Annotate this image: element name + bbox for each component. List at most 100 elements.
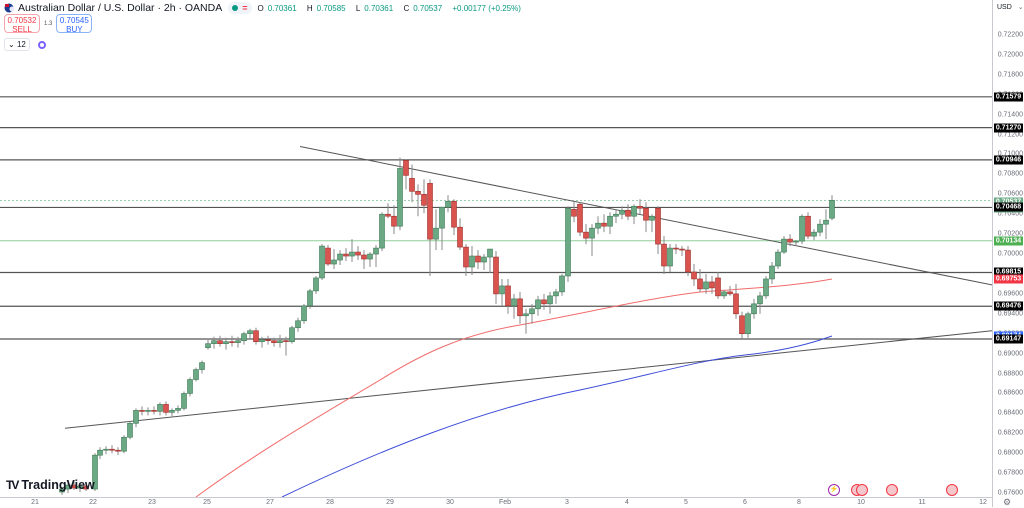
change-value: +0.00177 (+0.25%) [452, 3, 521, 13]
candle-body [109, 448, 115, 451]
candle-body [121, 436, 127, 452]
indicators-bar: ⌄ 12 [4, 38, 46, 51]
candle-body [541, 299, 547, 305]
price-level-tag: 0.69753 [994, 274, 1023, 284]
candle-body [397, 168, 403, 227]
price-tick: 0.69000 [997, 350, 1023, 358]
ohlc-values: O 0.70361 H 0.70585 L 0.70361 C 0.70537 +0.0… [257, 3, 521, 13]
candle-body [457, 226, 463, 248]
price-tick: 0.71800 [997, 71, 1023, 79]
indicators-toggle[interactable]: ⌄ 12 [4, 38, 30, 51]
candle-body [757, 295, 763, 305]
candle-body [625, 209, 631, 217]
price-tick: 0.70400 [997, 210, 1023, 218]
symbol-title[interactable]: Australian Dollar / U.S. Dollar · 2h · O… [18, 2, 223, 14]
candle-body [65, 484, 71, 490]
candle-body [499, 285, 505, 295]
candle-body [781, 238, 787, 253]
candle-body [559, 275, 565, 293]
candle-body [103, 448, 109, 451]
earnings-event-icon[interactable]: ⚡ [828, 484, 840, 496]
price-chart-canvas[interactable] [0, 0, 992, 497]
candle-body [817, 223, 823, 233]
candle-body [613, 213, 619, 217]
gear-icon[interactable]: ⚙ [1003, 497, 1012, 507]
candle-body [283, 340, 289, 342]
currency-selector[interactable]: USD ⌄ [997, 4, 1024, 11]
price-tick: 0.67800 [997, 469, 1023, 477]
candle-body [385, 213, 391, 217]
spread-value: 1.3 [44, 20, 53, 27]
price-tick: 0.68800 [997, 370, 1023, 378]
tradingview-mark-icon: TV [6, 478, 19, 492]
usd-event-icon-2[interactable] [946, 484, 958, 496]
price-tick: 0.68200 [997, 429, 1023, 437]
candle-body [547, 295, 553, 305]
candle-body [667, 247, 673, 267]
price-axis[interactable]: USD⌄ 0.722000.720000.718000.716000.71400… [992, 0, 1024, 507]
time-tick: 3 [565, 499, 569, 506]
candle-body [229, 341, 235, 343]
candle-body [289, 327, 295, 342]
candle-body [439, 206, 445, 229]
candle-body [367, 253, 373, 260]
price-tick: 0.68000 [997, 449, 1023, 457]
candle-body [211, 340, 217, 344]
candle-body [631, 205, 637, 217]
usd-event-icon[interactable] [886, 484, 898, 496]
time-axis[interactable]: 21 22 23 25 27 28 29 30 Feb 3 4 5 6 8 10 11 12 [0, 497, 992, 508]
candle-body [823, 219, 829, 225]
tradingview-logo[interactable]: TV TradingView [6, 478, 95, 492]
candle-body [343, 253, 349, 257]
candle-body [697, 278, 703, 290]
candle-body [445, 200, 451, 208]
ma-fast-line [195, 278, 833, 497]
candle-body [319, 245, 325, 279]
candle-body [649, 215, 655, 221]
candle-body [259, 339, 265, 342]
time-tick: 10 [857, 499, 865, 506]
equals-icon: = [242, 3, 248, 13]
candle-body [77, 485, 83, 489]
buy-button[interactable]: 0.70545 BUY [56, 14, 93, 34]
candle-body [577, 203, 583, 233]
candle-body [493, 256, 499, 295]
price-tick: 0.67600 [997, 489, 1023, 497]
candle-body [277, 340, 283, 343]
candle-body [583, 231, 589, 239]
status-pill[interactable]: = [228, 2, 252, 14]
price-tick: 0.69400 [997, 310, 1023, 318]
candle-body [193, 369, 199, 380]
candle-body [187, 379, 193, 394]
candle-body [163, 404, 169, 413]
candle-body [199, 362, 205, 370]
candle-body [829, 199, 835, 219]
candle-body [313, 277, 319, 292]
candle-body [751, 303, 757, 315]
candle-body [793, 240, 799, 243]
time-tick: 29 [386, 499, 394, 506]
candle-body [619, 209, 625, 215]
sell-label: SELL [12, 25, 32, 34]
candle-body [295, 320, 301, 329]
time-tick: 12 [979, 499, 987, 506]
tradingview-wordmark: TradingView [21, 478, 95, 492]
candle-body [337, 253, 343, 261]
candle-body [97, 449, 103, 456]
candle-body [181, 393, 187, 409]
chevron-down-icon: ⌄ [8, 40, 15, 49]
sell-button[interactable]: 0.70532 SELL [4, 14, 40, 34]
replay-icon[interactable] [37, 40, 46, 49]
price-tick: 0.68400 [997, 409, 1023, 417]
price-tick: 0.71200 [997, 131, 1023, 139]
candle-body [685, 249, 691, 273]
candle-body [799, 215, 805, 242]
candle-body [709, 281, 715, 289]
candle-body [433, 227, 439, 240]
candle-body [475, 255, 481, 263]
aud-event-icon-2[interactable] [856, 484, 868, 496]
price-level-tag: 0.71579 [994, 92, 1023, 102]
trade-panel: 0.70532 SELL 1.3 0.70545 BUY [4, 14, 93, 34]
candle-body [601, 222, 607, 227]
candle-body [247, 330, 253, 335]
